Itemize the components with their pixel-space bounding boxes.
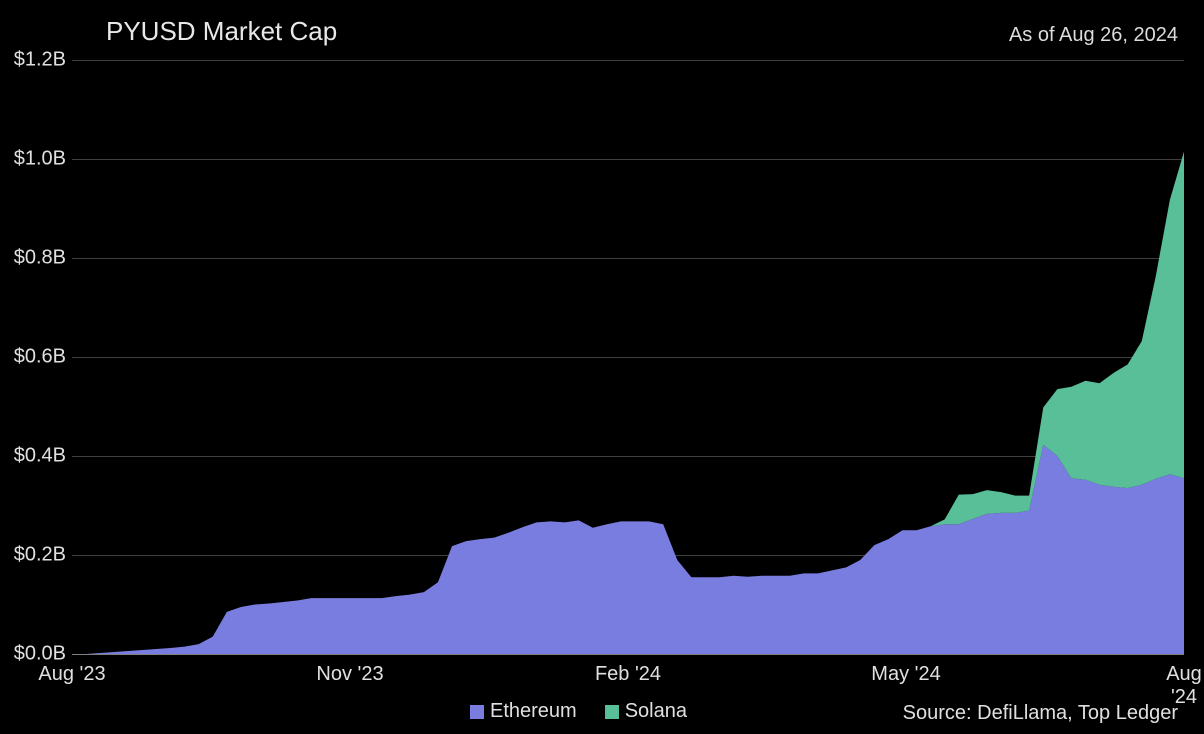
plot-area <box>72 60 1184 654</box>
legend-label-solana: Solana <box>625 700 687 723</box>
chart-title: PYUSD Market Cap <box>106 16 337 47</box>
y-tick-label: $0.8B <box>0 247 66 270</box>
legend-item-ethereum: Ethereum <box>470 700 577 723</box>
legend-swatch-ethereum <box>470 705 484 719</box>
y-tick-label: $1.2B <box>0 49 66 72</box>
y-tick-label: $0.6B <box>0 346 66 369</box>
area-ethereum <box>72 445 1184 654</box>
legend-item-solana: Solana <box>605 700 687 723</box>
x-tick-label: Feb '24 <box>595 663 661 686</box>
legend-label-ethereum: Ethereum <box>490 700 577 723</box>
stacked-area-svg <box>72 60 1184 654</box>
x-tick-label: Nov '23 <box>316 663 383 686</box>
x-tick-label: Aug '24 <box>1166 663 1202 709</box>
x-tick-label: Aug '23 <box>38 663 105 686</box>
legend-swatch-solana <box>605 705 619 719</box>
source-attribution: Source: DefiLlama, Top Ledger <box>903 702 1178 725</box>
chart-root: PYUSD Market Cap As of Aug 26, 2024 Ethe… <box>0 0 1204 734</box>
legend: Ethereum Solana <box>470 700 687 723</box>
y-tick-label: $1.0B <box>0 148 66 171</box>
y-tick-label: $0.2B <box>0 544 66 567</box>
y-tick-label: $0.4B <box>0 445 66 468</box>
chart-asof: As of Aug 26, 2024 <box>1009 24 1178 47</box>
x-tick-label: May '24 <box>871 663 940 686</box>
x-axis-baseline <box>72 654 1184 655</box>
